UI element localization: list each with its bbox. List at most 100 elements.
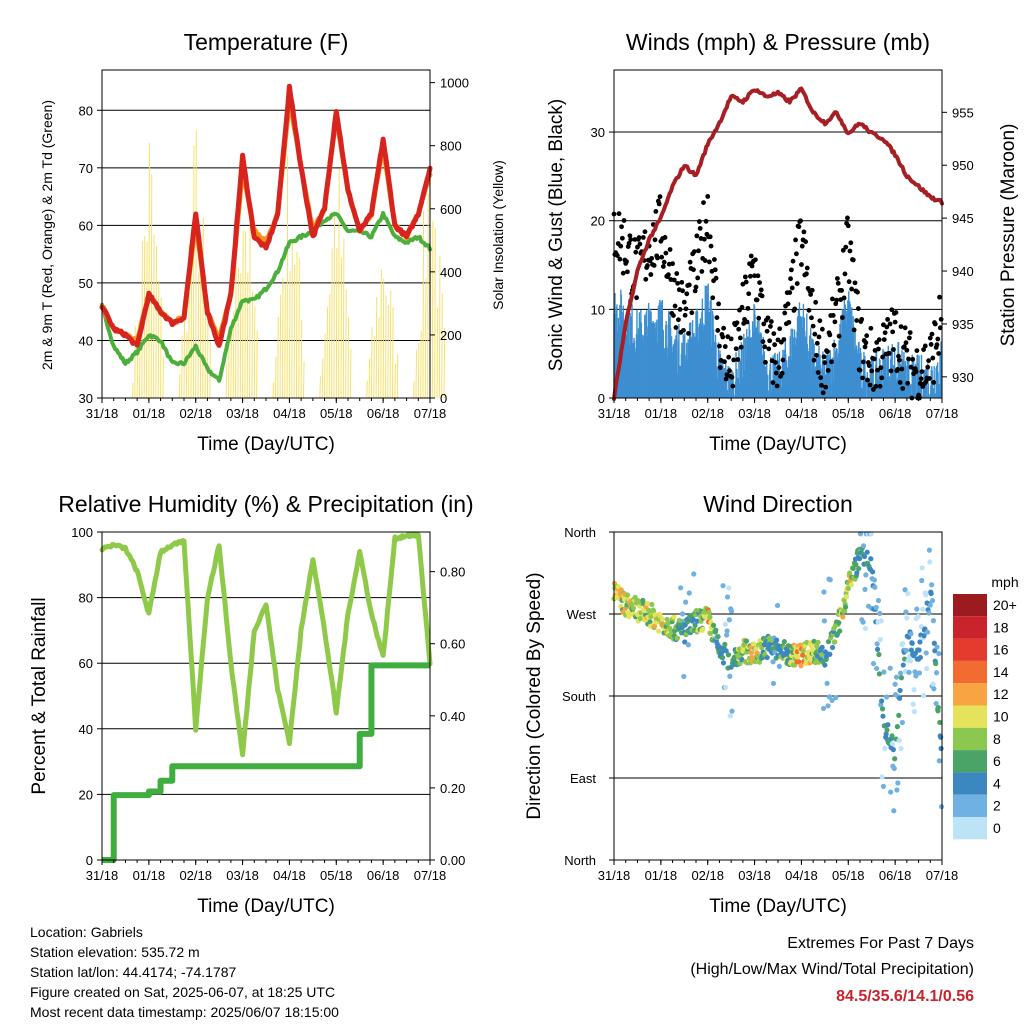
direction-point (726, 617, 732, 623)
gust-point (835, 280, 841, 286)
x-tick-label: 31/18 (598, 868, 631, 883)
gust-point (717, 343, 722, 349)
y-right-tick-label: 800 (440, 139, 462, 154)
winds-chart: 31/18 01/18 02/18 03/18 04/18 05/18 06/18 07/18… (591, 29, 974, 455)
gust-point (827, 332, 833, 338)
legend-label: 14 (993, 664, 1009, 680)
y-right-tick-label: 1000 (440, 76, 469, 91)
solar-insolation-mark (340, 257, 343, 399)
x-tick-label: 06/18 (879, 406, 912, 421)
y-right-tick-label: 935 (952, 317, 974, 332)
y-axis-label: 2m & 9m T (Red, Orange) & 2m Td (Green) (39, 100, 55, 370)
gust-point (798, 218, 803, 224)
gust-point (927, 335, 933, 341)
direction-point (725, 652, 732, 658)
gust-point (754, 297, 760, 303)
y-tick-label: 40 (79, 333, 93, 348)
gust-point (819, 326, 825, 332)
gust-point (659, 254, 665, 260)
x-tick-label: 02/18 (179, 406, 212, 421)
y-tick-label: 100 (71, 525, 93, 540)
gust-point (814, 340, 820, 346)
direction-point (814, 643, 820, 649)
location-text: Location: Gabriels (30, 924, 143, 940)
gust-point (799, 243, 805, 249)
direction-point (819, 652, 825, 658)
gust-point (760, 339, 766, 344)
direction-point (882, 745, 888, 751)
gust-point (777, 326, 783, 332)
x-tick-label: 07/18 (926, 868, 959, 883)
direction-point (933, 700, 939, 707)
direction-point (715, 633, 721, 640)
gust-point (707, 234, 713, 240)
direction-point (827, 577, 833, 583)
gust-point (695, 275, 701, 281)
gust-point (763, 359, 768, 365)
solar-insolation-mark (333, 211, 336, 399)
direction-point (903, 609, 909, 615)
humidity-line (99, 531, 433, 758)
direction-point (898, 675, 905, 681)
gust-point (843, 244, 849, 250)
direction-point (624, 592, 631, 598)
direction-point (924, 629, 931, 635)
gust-point (722, 344, 728, 349)
gust-point (762, 344, 768, 350)
gust-point (801, 229, 807, 235)
solar-insolation-mark (321, 358, 324, 399)
gust-point (815, 370, 821, 375)
gust-point (812, 331, 818, 337)
elevation-text: Station elevation: 535.72 m (30, 944, 200, 960)
gust-point (728, 336, 734, 342)
direction-point (892, 756, 898, 762)
latlon-text: Station lat/lon: 44.4174; -74.1787 (30, 964, 237, 980)
gust-point (903, 340, 909, 346)
humidity-chart: 31/18 01/18 02/18 03/18 04/18 05/18 06/18 07/18… (58, 491, 473, 917)
solar-insolation-mark (300, 320, 303, 399)
gust-point (891, 347, 896, 352)
direction-point (833, 695, 839, 701)
solar-insolation-mark (192, 145, 195, 399)
gust-point (833, 301, 839, 307)
gust-point (627, 233, 633, 239)
solar-insolation-mark (286, 155, 289, 399)
gust-point (873, 383, 879, 389)
gust-point (810, 323, 816, 329)
temp-2m-line (99, 83, 433, 348)
direction-point (920, 692, 927, 699)
direction-point (827, 651, 833, 657)
direction-point (896, 737, 902, 743)
gust-point (681, 299, 687, 305)
solar-insolation-mark (366, 380, 368, 399)
direction-point (908, 647, 914, 653)
legend-swatch (953, 705, 987, 728)
gust-point (814, 352, 819, 358)
direction-point (936, 650, 942, 657)
x-axis-label: Time (Day/UTC) (709, 896, 847, 917)
gust-point (896, 353, 901, 359)
direction-point (927, 602, 933, 608)
direction-point (931, 686, 937, 692)
direction-point (656, 628, 662, 634)
gust-point (747, 273, 753, 279)
gust-point (878, 365, 884, 371)
direction-point (893, 674, 900, 680)
y-tick-label: 60 (79, 656, 93, 671)
y-tick-label: 80 (79, 591, 93, 606)
direction-point (637, 615, 644, 622)
direction-point (898, 745, 904, 752)
y-axis-label: Percent & Total Rainfall (29, 597, 50, 794)
x-tick-label: 06/18 (367, 406, 400, 421)
gust-point (642, 229, 648, 235)
direction-point (700, 626, 706, 632)
gust-point (934, 342, 940, 348)
gust-point (689, 310, 695, 316)
gust-point (855, 289, 860, 295)
direction-point (821, 618, 828, 624)
solar-insolation-mark (382, 278, 385, 399)
gust-point (864, 333, 870, 339)
y-tick-label: 50 (79, 276, 93, 291)
y-right-tick-label: 930 (952, 370, 974, 385)
gust-point (655, 255, 660, 261)
